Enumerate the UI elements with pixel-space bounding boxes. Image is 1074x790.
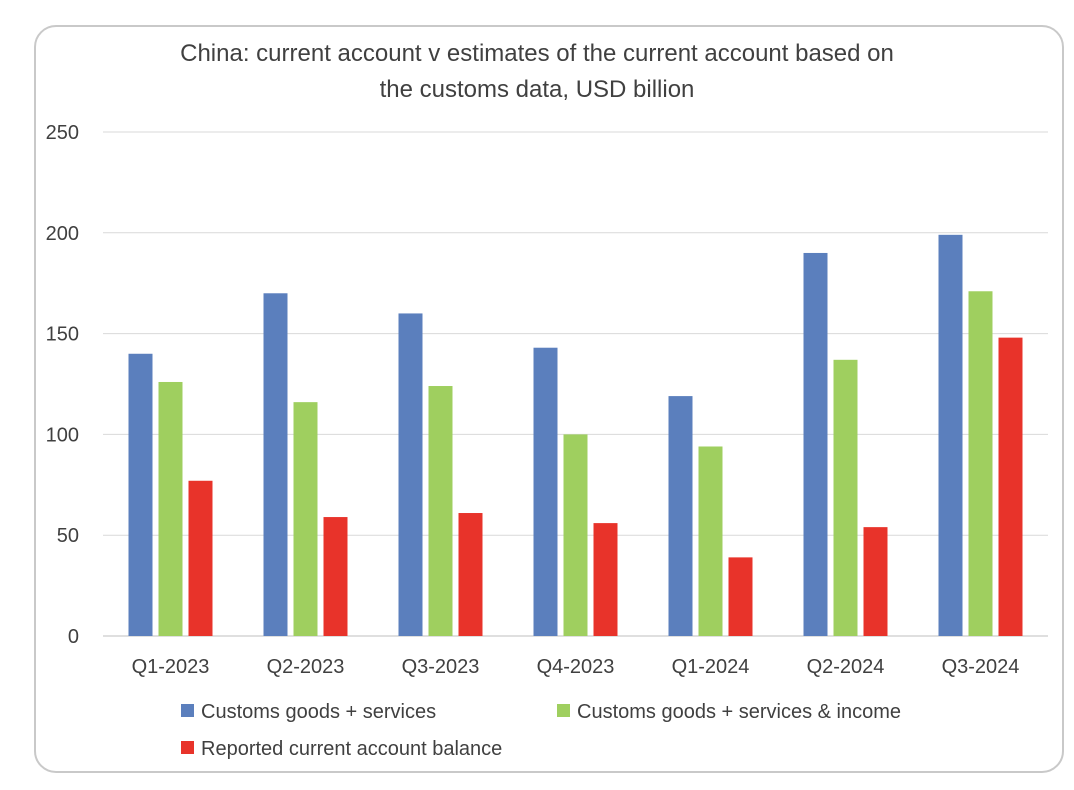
y-tick-label: 0 (68, 626, 79, 648)
legend-swatch-1 (181, 704, 194, 717)
y-tick-label: 200 (46, 223, 79, 245)
x-tick-label: Q3-2024 (942, 656, 1020, 678)
x-tick-label: Q2-2023 (267, 656, 345, 678)
bar-2-q1-2024 (698, 446, 723, 636)
bar-2-q2-2023 (293, 402, 318, 636)
bar-2-q1-2023 (158, 381, 183, 636)
bar-3-q2-2024 (863, 527, 888, 636)
bar-2-q2-2024 (833, 359, 858, 636)
legend-label-1: Customs goods + services (201, 701, 436, 723)
chart-title: China: current account v estimates of th… (0, 36, 1074, 108)
bar-2-q4-2023 (563, 434, 588, 636)
bar-2-q3-2023 (428, 386, 453, 636)
bar-layer (128, 234, 1023, 637)
bar-3-q4-2023 (593, 523, 618, 636)
bar-3-q1-2024 (728, 557, 753, 636)
bar-2-q3-2024 (968, 291, 993, 636)
chart-title-line-2: the customs data, USD billion (379, 76, 695, 103)
x-axis-ticks: Q1-2023 Q2-2023 Q3-2023 Q4-2023 Q1-2024 Q2-20… (132, 656, 1020, 678)
x-tick-label: Q4-2023 (537, 656, 615, 678)
bar-1-q1-2024 (668, 396, 693, 636)
bar-3-q3-2023 (458, 513, 483, 636)
y-tick-label: 100 (46, 424, 79, 446)
legend-swatch-2 (557, 704, 570, 717)
bar-1-q4-2023 (533, 347, 558, 636)
bar-3-q3-2024 (998, 337, 1023, 636)
bar-1-q3-2023 (398, 313, 423, 636)
legend-label-3: Reported current account balance (201, 738, 502, 760)
x-tick-label: Q1-2023 (132, 656, 210, 678)
legend-label-2: Customs goods + services & income (577, 701, 901, 723)
y-tick-label: 150 (46, 324, 79, 346)
bar-1-q3-2024 (938, 234, 963, 637)
bar-3-q2-2023 (323, 517, 348, 636)
bar-1-q2-2024 (803, 252, 828, 636)
bar-1-q1-2023 (128, 353, 153, 636)
legend-swatch-3 (181, 741, 194, 754)
legend: Customs goods + services Customs goods + … (181, 701, 901, 760)
x-tick-label: Q3-2023 (402, 656, 480, 678)
x-tick-label: Q2-2024 (807, 656, 885, 678)
y-tick-label: 50 (57, 525, 79, 547)
y-axis-ticks: 0 50 100 150 200 250 (46, 122, 79, 648)
bar-1-q2-2023 (263, 293, 288, 636)
bar-3-q1-2023 (188, 480, 213, 636)
x-tick-label: Q1-2024 (672, 656, 750, 678)
y-tick-label: 250 (46, 122, 79, 144)
chart-title-line-1: China: current account v estimates of th… (180, 40, 894, 67)
